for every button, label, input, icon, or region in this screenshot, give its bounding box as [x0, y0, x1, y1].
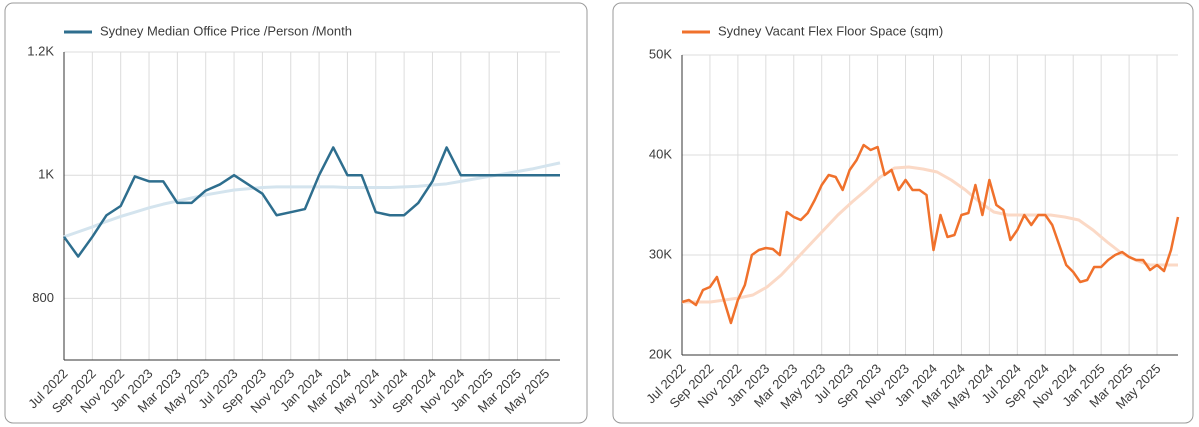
y-tick-label: 30K [649, 246, 672, 261]
chart-panel [4, 2, 588, 424]
y-tick-label: 1K [38, 167, 54, 182]
y-tick-label: 800 [32, 290, 54, 305]
y-tick-label: 40K [649, 146, 672, 161]
chart-panel [612, 2, 1194, 424]
trend-line [63, 161, 561, 239]
y-tick-label: 20K [649, 346, 672, 361]
series-line [681, 143, 1180, 325]
series-line [62, 146, 560, 258]
y-tick-label: 1.2K [27, 43, 54, 58]
y-tick-label: 50K [649, 46, 672, 61]
legend-label: Sydney Median Office Price /Person /Mont… [100, 23, 352, 38]
legend-label: Sydney Vacant Flex Floor Space (sqm) [718, 23, 943, 38]
trend-line [682, 165, 1178, 304]
